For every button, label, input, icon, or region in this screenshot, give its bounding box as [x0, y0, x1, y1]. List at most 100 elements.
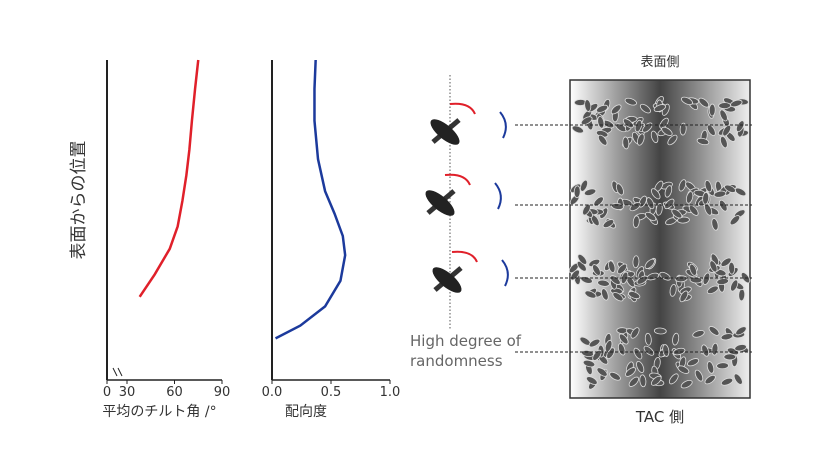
- bottom-label: TAC 側: [635, 408, 684, 426]
- grain: [692, 330, 705, 338]
- note: randomness: [410, 352, 503, 370]
- grain: [596, 367, 608, 377]
- grain: [646, 197, 655, 210]
- grain: [650, 375, 662, 386]
- grain: [609, 371, 621, 381]
- grain: [636, 360, 645, 373]
- grain: [618, 333, 629, 345]
- grain: [601, 288, 609, 301]
- grain: [702, 272, 711, 285]
- grain: [583, 188, 597, 196]
- tilt-arc: [449, 102, 476, 115]
- grain: [720, 377, 734, 386]
- grain: [643, 345, 655, 356]
- grain: [674, 275, 688, 283]
- grain: [615, 183, 624, 196]
- grain: [735, 326, 747, 336]
- grain: [628, 376, 639, 387]
- grain: [625, 367, 636, 377]
- diagram: 表面側 TAC 側 High degree of randomness: [410, 55, 752, 426]
- grain: [677, 365, 690, 374]
- grain: [689, 276, 703, 284]
- grain: [629, 202, 641, 212]
- grain: [651, 188, 661, 200]
- grain: [708, 103, 716, 117]
- grain: [602, 219, 615, 229]
- grain: [592, 349, 602, 361]
- grain: [628, 291, 641, 299]
- grain: [639, 103, 651, 114]
- grain: [679, 122, 687, 136]
- grain: [667, 134, 678, 146]
- curve: [138, 59, 200, 298]
- grain: [662, 344, 670, 357]
- x-tick-label: 1.0: [380, 385, 401, 400]
- grain: [620, 271, 629, 285]
- grain: [719, 109, 728, 122]
- grain: [689, 263, 698, 276]
- grain: [671, 208, 683, 219]
- grain: [723, 353, 737, 361]
- grain: [582, 359, 596, 368]
- tilt-arc: [451, 250, 478, 263]
- grain: [680, 379, 693, 389]
- rotation-arrow: [499, 111, 507, 139]
- grain: [579, 179, 589, 192]
- grain: [610, 104, 622, 115]
- grain: [571, 125, 584, 134]
- note: High degree of: [410, 332, 522, 350]
- grain: [733, 373, 743, 385]
- grain: [669, 284, 677, 297]
- grain: [586, 376, 598, 385]
- disk: [432, 267, 462, 293]
- grain: [704, 179, 713, 193]
- grain: [588, 338, 601, 348]
- grain: [617, 263, 628, 275]
- grain: [719, 199, 728, 212]
- grain: [716, 362, 729, 370]
- grain: [639, 374, 647, 388]
- top-label: 表面側: [640, 55, 679, 70]
- grain: [645, 211, 657, 222]
- grain: [653, 327, 667, 335]
- grain: [706, 285, 719, 294]
- grain: [622, 118, 634, 129]
- grain: [738, 288, 746, 302]
- tilt-arc: [444, 173, 471, 186]
- grain: [677, 216, 690, 224]
- curve: [274, 59, 347, 340]
- x-axis-label: 平均のチルト角 /°: [102, 404, 216, 420]
- grain: [685, 191, 694, 204]
- grain: [696, 137, 710, 146]
- grain: [694, 369, 704, 382]
- disk: [425, 190, 455, 216]
- grain: [709, 260, 718, 273]
- grain: [577, 253, 588, 265]
- grain: [713, 190, 727, 198]
- grain: [704, 374, 716, 385]
- x-tick-label: 0.0: [262, 385, 283, 400]
- grain: [668, 373, 679, 385]
- grain: [728, 261, 736, 275]
- grain: [644, 332, 652, 346]
- grain: [722, 124, 732, 137]
- grain: [636, 133, 645, 146]
- grain: [632, 255, 640, 269]
- grain: [593, 196, 604, 207]
- disk: [430, 119, 460, 145]
- grain: [687, 358, 700, 367]
- grain: [718, 102, 732, 110]
- grain: [706, 124, 716, 136]
- grain: [653, 104, 666, 112]
- x-tick-label: 60: [166, 385, 183, 400]
- grain: [716, 278, 730, 286]
- grain: [597, 279, 610, 287]
- grain: [582, 203, 591, 216]
- grain: [630, 327, 640, 339]
- grain: [622, 136, 630, 150]
- x-axis-label: 配向度: [285, 404, 327, 420]
- grain: [719, 135, 728, 149]
- grain: [678, 179, 687, 192]
- grain: [664, 198, 675, 210]
